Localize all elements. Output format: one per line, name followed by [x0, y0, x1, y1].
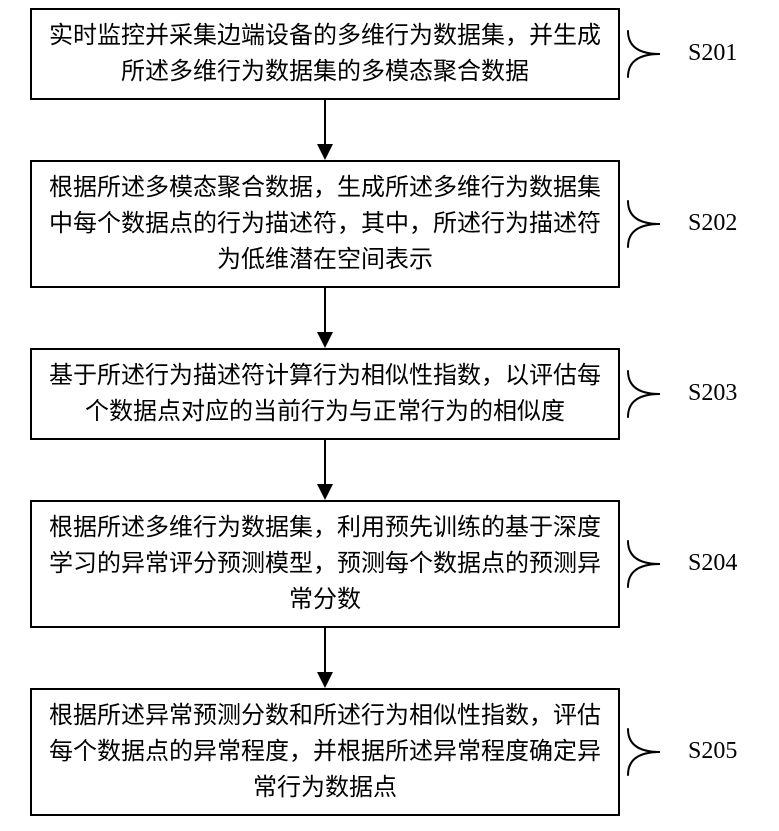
- flow-step-box: 基于所述行为描述符计算行为相似性指数，以评估每个数据点对应的当前行为与正常行为的…: [30, 348, 620, 440]
- flow-arrow: [310, 100, 340, 160]
- flow-step-label: S201: [688, 40, 737, 67]
- flow-step-text: 基于所述行为描述符计算行为相似性指数，以评估每个数据点对应的当前行为与正常行为的…: [42, 358, 608, 430]
- flow-step-text: 根据所述异常预测分数和所述行为相似性指数，评估每个数据点的异常程度，并根据所述异…: [42, 698, 608, 806]
- flow-step-box: 根据所述多模态聚合数据，生成所述多维行为数据集中每个数据点的行为描述符，其中，所…: [30, 160, 620, 288]
- flow-step-label: S204: [688, 550, 737, 577]
- flow-arrow: [310, 440, 340, 500]
- flow-step-box: 实时监控并采集边端设备的多维行为数据集，并生成所述多维行为数据集的多模态聚合数据: [30, 8, 620, 100]
- flow-arrow: [310, 288, 340, 348]
- flow-step-box: 根据所述异常预测分数和所述行为相似性指数，评估每个数据点的异常程度，并根据所述异…: [30, 688, 620, 816]
- flow-arrow: [310, 628, 340, 688]
- flow-step-label: S203: [688, 380, 737, 407]
- brace-connector: [626, 539, 662, 589]
- brace-connector: [626, 199, 662, 249]
- brace-connector: [626, 727, 662, 777]
- flow-step-text: 实时监控并采集边端设备的多维行为数据集，并生成所述多维行为数据集的多模态聚合数据: [42, 18, 608, 90]
- brace-connector: [626, 29, 662, 79]
- flow-step-label: S205: [688, 738, 737, 765]
- flow-step-label: S202: [688, 210, 737, 237]
- flow-step-box: 根据所述多维行为数据集，利用预先训练的基于深度学习的异常评分预测模型，预测每个数…: [30, 500, 620, 628]
- brace-connector: [626, 369, 662, 419]
- flow-step-text: 根据所述多维行为数据集，利用预先训练的基于深度学习的异常评分预测模型，预测每个数…: [42, 510, 608, 618]
- flowchart-canvas: 实时监控并采集边端设备的多维行为数据集，并生成所述多维行为数据集的多模态聚合数据…: [0, 0, 779, 831]
- flow-step-text: 根据所述多模态聚合数据，生成所述多维行为数据集中每个数据点的行为描述符，其中，所…: [42, 170, 608, 278]
